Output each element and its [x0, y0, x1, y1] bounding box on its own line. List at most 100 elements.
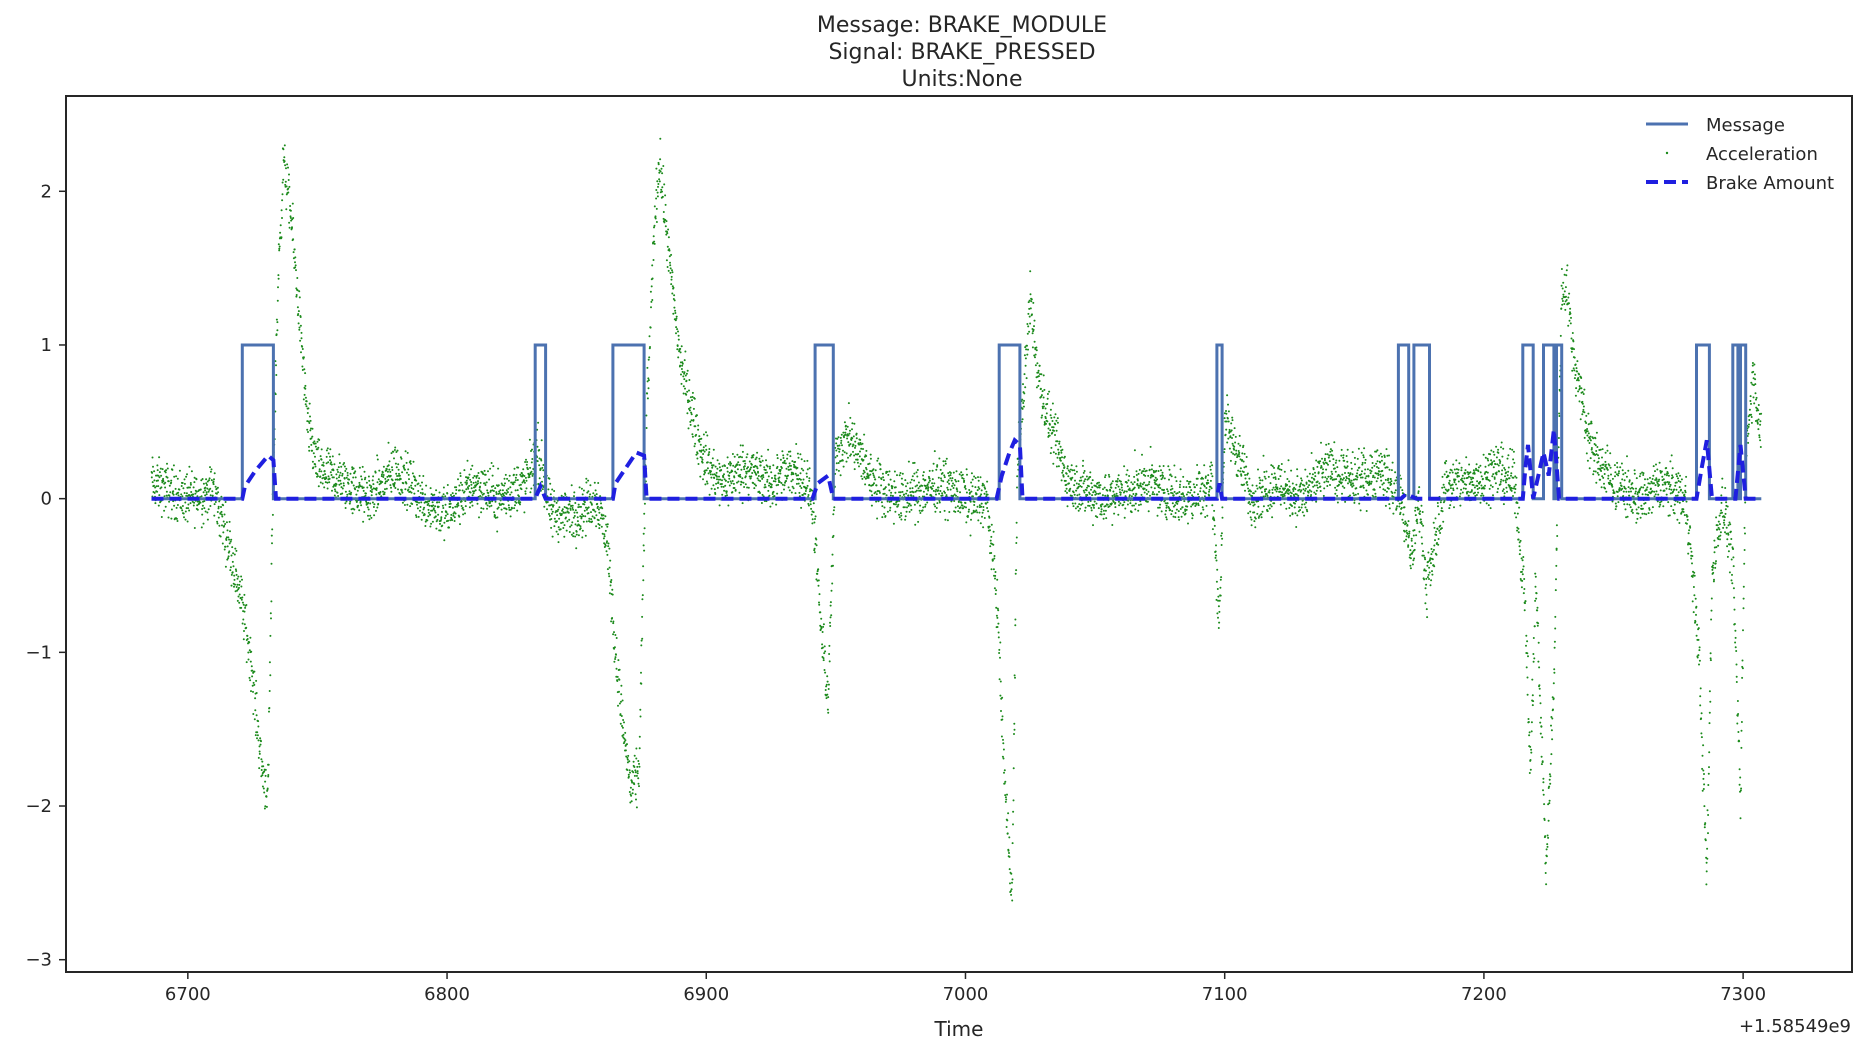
acceleration-point — [1007, 812, 1010, 815]
acceleration-point — [750, 475, 753, 478]
acceleration-point — [543, 505, 546, 508]
acceleration-point — [380, 473, 383, 476]
acceleration-point — [680, 382, 683, 385]
acceleration-point — [169, 491, 172, 494]
acceleration-point — [737, 461, 740, 464]
acceleration-point — [852, 435, 855, 438]
acceleration-point — [704, 444, 707, 447]
acceleration-point — [458, 489, 461, 492]
acceleration-point — [382, 476, 385, 478]
acceleration-point — [249, 636, 252, 639]
acceleration-point — [1391, 492, 1394, 494]
acceleration-point — [229, 569, 232, 572]
acceleration-point — [1370, 480, 1373, 483]
acceleration-point — [1248, 501, 1251, 503]
acceleration-point — [165, 469, 168, 472]
acceleration-point — [1269, 503, 1272, 506]
acceleration-point — [638, 785, 640, 788]
acceleration-point — [591, 520, 594, 523]
acceleration-point — [748, 475, 751, 478]
acceleration-point — [1046, 403, 1049, 405]
acceleration-point — [822, 659, 825, 662]
acceleration-point — [367, 508, 370, 511]
acceleration-point — [497, 506, 500, 509]
acceleration-point — [1425, 583, 1428, 586]
acceleration-point — [1094, 491, 1097, 493]
acceleration-point — [229, 566, 232, 569]
acceleration-point — [1024, 357, 1027, 360]
acceleration-point — [449, 519, 452, 522]
acceleration-point — [910, 508, 913, 511]
acceleration-point — [1280, 468, 1283, 471]
acceleration-point — [926, 501, 929, 504]
acceleration-point — [605, 541, 608, 544]
acceleration-point — [561, 509, 564, 512]
acceleration-point — [983, 492, 986, 495]
acceleration-point — [635, 806, 638, 809]
acceleration-point — [1054, 452, 1057, 455]
acceleration-point — [1169, 509, 1172, 511]
acceleration-point — [1356, 457, 1359, 460]
acceleration-point — [814, 542, 817, 545]
acceleration-point — [1441, 510, 1444, 513]
acceleration-point — [979, 522, 982, 525]
acceleration-point — [1013, 722, 1016, 725]
acceleration-point — [946, 481, 949, 483]
acceleration-point — [461, 489, 464, 492]
acceleration-point — [153, 484, 155, 487]
acceleration-point — [1184, 508, 1187, 511]
acceleration-point — [843, 451, 846, 454]
acceleration-point — [702, 478, 704, 481]
acceleration-point — [638, 747, 641, 750]
acceleration-point — [1279, 475, 1282, 478]
acceleration-point — [277, 274, 280, 277]
acceleration-point — [352, 476, 355, 479]
acceleration-point — [338, 462, 341, 464]
acceleration-point — [1260, 491, 1263, 494]
acceleration-point — [1139, 503, 1142, 506]
acceleration-point — [1047, 431, 1050, 434]
acceleration-point — [177, 494, 180, 497]
acceleration-point — [651, 299, 654, 301]
acceleration-point — [693, 397, 696, 400]
acceleration-point — [1341, 478, 1344, 481]
acceleration-point — [787, 465, 790, 468]
acceleration-point — [269, 674, 272, 677]
acceleration-point — [408, 486, 411, 489]
acceleration-point — [853, 468, 856, 471]
acceleration-point — [890, 500, 893, 503]
acceleration-point — [993, 557, 996, 560]
acceleration-point — [187, 486, 190, 489]
acceleration-point — [971, 485, 974, 488]
acceleration-point — [1283, 502, 1286, 504]
acceleration-point — [1159, 474, 1162, 477]
acceleration-point — [666, 266, 669, 268]
acceleration-point — [568, 500, 571, 503]
acceleration-point — [1007, 849, 1010, 852]
acceleration-point — [1270, 464, 1273, 467]
acceleration-point — [363, 511, 366, 513]
acceleration-point — [157, 474, 160, 477]
acceleration-point — [582, 515, 585, 517]
acceleration-point — [1158, 490, 1160, 493]
acceleration-point — [1208, 494, 1211, 497]
acceleration-point — [666, 245, 669, 248]
acceleration-point — [1081, 464, 1084, 467]
acceleration-point — [263, 770, 266, 773]
acceleration-point — [1095, 492, 1098, 495]
acceleration-point — [1221, 516, 1224, 519]
acceleration-point — [1387, 477, 1390, 480]
acceleration-point — [237, 575, 240, 578]
acceleration-point — [689, 423, 692, 426]
acceleration-point — [1110, 486, 1113, 489]
acceleration-point — [393, 485, 396, 488]
acceleration-point — [1024, 386, 1027, 389]
acceleration-point — [271, 513, 274, 516]
acceleration-point — [560, 512, 563, 515]
acceleration-point — [1011, 878, 1014, 881]
acceleration-point — [173, 475, 176, 478]
acceleration-point — [849, 443, 852, 445]
acceleration-point — [1082, 471, 1085, 474]
acceleration-point — [223, 524, 226, 527]
acceleration-point — [1362, 484, 1365, 487]
